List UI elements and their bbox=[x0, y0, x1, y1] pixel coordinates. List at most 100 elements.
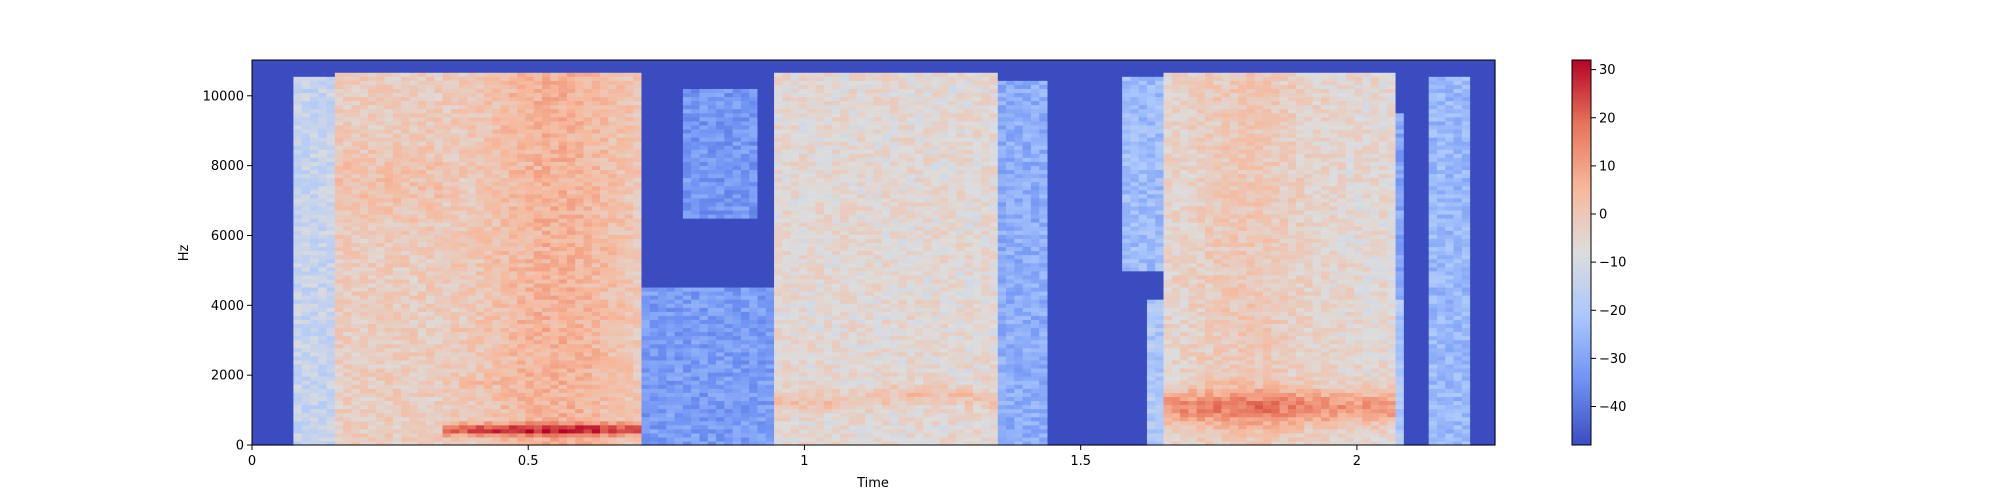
heatmap-cell bbox=[426, 161, 435, 166]
heatmap-cell bbox=[409, 230, 418, 235]
heatmap-cell bbox=[683, 250, 692, 255]
heatmap-cell bbox=[675, 437, 684, 442]
heatmap-cell bbox=[650, 295, 659, 300]
heatmap-cell bbox=[401, 404, 410, 409]
heatmap-cell bbox=[666, 295, 675, 300]
heatmap-cell bbox=[269, 206, 278, 211]
heatmap-cell bbox=[666, 307, 675, 312]
heatmap-cell bbox=[592, 161, 601, 166]
heatmap-cell bbox=[260, 271, 269, 276]
heatmap-cell bbox=[484, 161, 493, 166]
heatmap-cell bbox=[550, 137, 559, 142]
heatmap-cell bbox=[492, 182, 501, 187]
heatmap-cell bbox=[650, 259, 659, 264]
heatmap-cell bbox=[559, 198, 568, 203]
heatmap-cell bbox=[501, 113, 510, 118]
heatmap-cell bbox=[575, 88, 584, 93]
heatmap-cell bbox=[600, 421, 609, 426]
heatmap-cell bbox=[401, 206, 410, 211]
heatmap-cell bbox=[409, 72, 418, 77]
heatmap-cell bbox=[484, 429, 493, 434]
heatmap-cell bbox=[567, 169, 576, 174]
heatmap-cell bbox=[559, 376, 568, 381]
heatmap-cell bbox=[517, 169, 526, 174]
heatmap-cell bbox=[426, 190, 435, 195]
heatmap-cell bbox=[476, 368, 485, 373]
heatmap-cell bbox=[293, 319, 302, 324]
heatmap-cell bbox=[459, 88, 468, 93]
heatmap-cell bbox=[376, 384, 385, 389]
heatmap-cell bbox=[277, 340, 286, 345]
heatmap-cell bbox=[617, 101, 626, 106]
heatmap-cell bbox=[658, 246, 667, 251]
heatmap-cell bbox=[583, 190, 592, 195]
heatmap-cell bbox=[327, 275, 336, 280]
heatmap-cell bbox=[625, 315, 634, 320]
heatmap-cell bbox=[443, 105, 452, 110]
heatmap-cell bbox=[484, 356, 493, 361]
heatmap-cell bbox=[260, 392, 269, 397]
heatmap-cell bbox=[467, 105, 476, 110]
heatmap-cell bbox=[260, 417, 269, 422]
heatmap-cell bbox=[418, 267, 427, 272]
heatmap-cell bbox=[285, 129, 294, 134]
heatmap-cell bbox=[302, 396, 311, 401]
heatmap-cell bbox=[277, 380, 286, 385]
heatmap-cell bbox=[600, 157, 609, 162]
heatmap-cell bbox=[351, 340, 360, 345]
heatmap-cell bbox=[617, 206, 626, 211]
heatmap-cell bbox=[285, 198, 294, 203]
heatmap-cell bbox=[559, 214, 568, 219]
heatmap-cell bbox=[592, 101, 601, 106]
heatmap-cell bbox=[517, 429, 526, 434]
heatmap-cell bbox=[517, 230, 526, 235]
heatmap-cell bbox=[517, 255, 526, 260]
heatmap-cell bbox=[426, 384, 435, 389]
heatmap-cell bbox=[401, 356, 410, 361]
heatmap-cell bbox=[443, 356, 452, 361]
heatmap-cell bbox=[302, 198, 311, 203]
heatmap-cell bbox=[625, 380, 634, 385]
heatmap-cell bbox=[592, 218, 601, 223]
heatmap-cell bbox=[600, 259, 609, 264]
heatmap-cell bbox=[675, 307, 684, 312]
heatmap-cell bbox=[318, 80, 327, 85]
heatmap-cell bbox=[484, 222, 493, 227]
heatmap-cell bbox=[542, 198, 551, 203]
heatmap-cell bbox=[476, 117, 485, 122]
heatmap-cell bbox=[302, 133, 311, 138]
heatmap-cell bbox=[310, 299, 319, 304]
heatmap-cell bbox=[368, 109, 377, 114]
heatmap-cell bbox=[583, 76, 592, 81]
heatmap-cell bbox=[418, 332, 427, 337]
heatmap-cell bbox=[409, 307, 418, 312]
heatmap-cell bbox=[418, 60, 427, 65]
heatmap-cell bbox=[418, 283, 427, 288]
heatmap-cell bbox=[260, 360, 269, 365]
heatmap-cell bbox=[335, 364, 344, 369]
heatmap-cell bbox=[467, 194, 476, 199]
heatmap-cell bbox=[260, 222, 269, 227]
heatmap-cell bbox=[633, 360, 642, 365]
heatmap-cell bbox=[269, 421, 278, 426]
heatmap-cell bbox=[252, 287, 261, 292]
heatmap-cell bbox=[351, 230, 360, 235]
heatmap-cell bbox=[418, 206, 427, 211]
heatmap-cell bbox=[269, 332, 278, 337]
heatmap-cell bbox=[583, 396, 592, 401]
heatmap-cell bbox=[550, 84, 559, 89]
heatmap-cell bbox=[675, 149, 684, 154]
heatmap-cell bbox=[617, 400, 626, 405]
heatmap-cell bbox=[343, 101, 352, 106]
heatmap-cell bbox=[633, 206, 642, 211]
heatmap-cell bbox=[335, 340, 344, 345]
heatmap-cell bbox=[285, 72, 294, 77]
heatmap-cell bbox=[517, 246, 526, 251]
heatmap-cell bbox=[675, 433, 684, 438]
heatmap-cell bbox=[542, 92, 551, 97]
heatmap-cell bbox=[418, 340, 427, 345]
heatmap-cell bbox=[501, 68, 510, 73]
heatmap-cell bbox=[443, 88, 452, 93]
heatmap-cell bbox=[534, 198, 543, 203]
heatmap-cell bbox=[592, 186, 601, 191]
